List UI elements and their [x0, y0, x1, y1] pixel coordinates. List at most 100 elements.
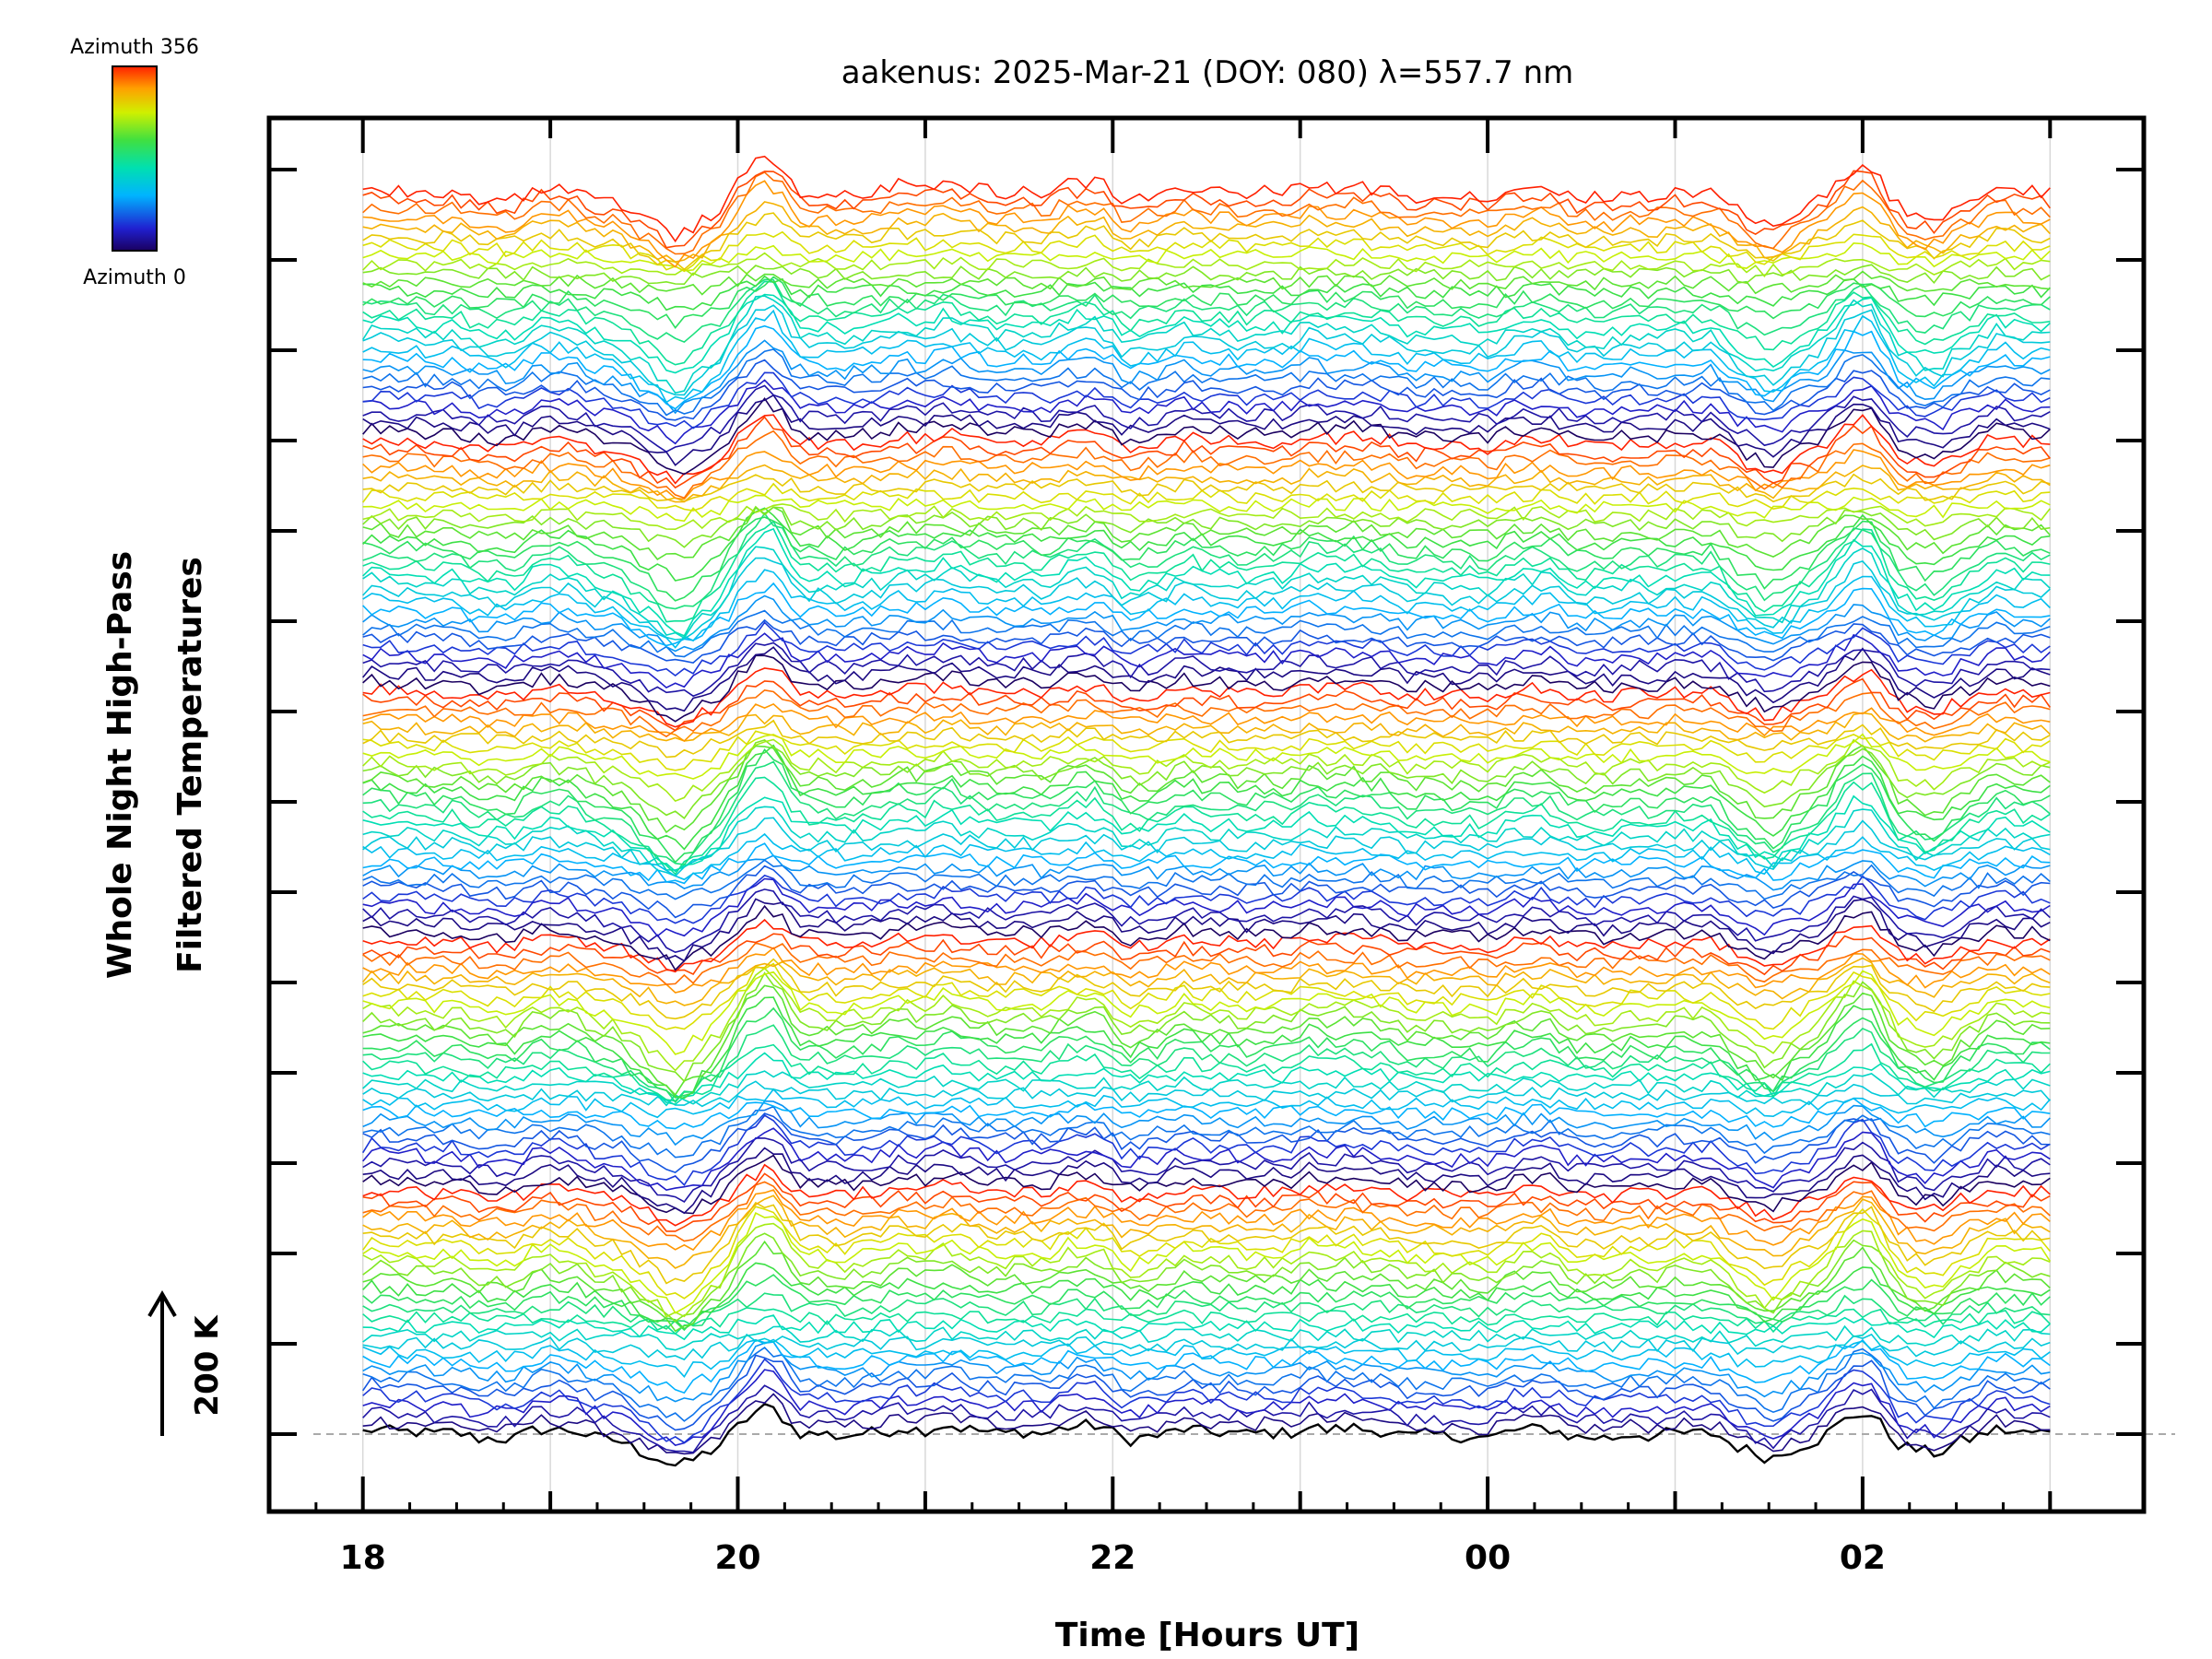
trace-line — [362, 967, 2051, 1072]
trace-line — [362, 1136, 2051, 1204]
colorbar-bottom-label: Azimuth 0 — [83, 266, 186, 289]
trace-line — [362, 280, 2051, 366]
trace-line — [362, 654, 2051, 723]
trace-line — [362, 794, 2051, 873]
trace-line — [362, 1105, 2051, 1159]
x-tick-label: 20 — [714, 1539, 760, 1577]
trace-line — [362, 1154, 2051, 1215]
trace-line — [362, 429, 2051, 500]
trace-line — [362, 733, 2051, 780]
trace-line — [362, 942, 2051, 985]
trace-line — [362, 394, 2051, 466]
trace-line — [362, 1112, 2051, 1173]
trace-line — [362, 1358, 2051, 1444]
y-axis-label-line1: Whole Night High-Pass — [101, 551, 139, 979]
x-tick-label: 22 — [1089, 1539, 1135, 1577]
trace-line — [362, 1163, 2051, 1227]
trace-line — [362, 744, 2051, 851]
x-tick-label: 18 — [340, 1539, 386, 1577]
trace-line — [362, 1211, 2051, 1314]
trace-line — [362, 1338, 2051, 1379]
trace-line — [362, 414, 2051, 485]
trace-line — [362, 646, 2051, 712]
trace-line — [362, 1338, 2051, 1394]
trace-line — [362, 817, 2051, 877]
trace-line — [362, 1262, 2051, 1330]
trace-line — [362, 1222, 2051, 1318]
colorbar-top-label: Azimuth 356 — [70, 36, 199, 59]
trace-line — [362, 1402, 2051, 1467]
trace-line — [362, 933, 2051, 976]
trace-line — [362, 712, 2051, 743]
colorbar — [112, 65, 158, 252]
trace-line — [362, 667, 2051, 728]
trace-line — [362, 1172, 2051, 1232]
trace-line — [362, 557, 2051, 641]
trace-line — [362, 719, 2051, 759]
trace-line — [362, 677, 2051, 732]
trace-line — [362, 503, 2051, 531]
trace-line — [362, 212, 2051, 271]
trace-line — [362, 760, 2051, 865]
scale-bar-label: 200 K — [189, 1314, 226, 1417]
trace-line — [362, 201, 2051, 264]
trace-line — [362, 295, 2051, 394]
trace-line — [362, 1206, 2051, 1300]
trace-line — [362, 947, 2051, 994]
trace-line — [362, 962, 2051, 1030]
trace-line — [362, 482, 2051, 512]
trace-line — [362, 506, 2051, 560]
trace-line — [362, 854, 2051, 891]
trace-line — [362, 264, 2051, 286]
trace-line — [362, 278, 2051, 344]
trace-line — [362, 473, 2051, 503]
trace-line — [362, 1024, 2051, 1103]
trace-line — [362, 1307, 2051, 1335]
trace-line — [362, 842, 2051, 885]
trace-line — [362, 888, 2051, 954]
trace-line — [362, 270, 2051, 296]
trace-line — [362, 1314, 2051, 1341]
trace-line — [362, 1232, 2051, 1323]
trace-line — [362, 359, 2051, 421]
trace-line — [362, 984, 2051, 1097]
trace-line — [362, 744, 2051, 834]
trace-line — [362, 170, 2051, 249]
trace-line — [362, 1369, 2051, 1446]
trace-line — [362, 996, 2051, 1100]
trace-line — [362, 1201, 2051, 1285]
trace-line — [362, 1070, 2051, 1107]
trace-line — [362, 970, 2051, 1055]
trace-line — [362, 1333, 2051, 1361]
trace-line — [362, 304, 2051, 396]
trace-line — [362, 241, 2051, 272]
trace-line — [362, 730, 2051, 771]
trace-line — [362, 874, 2051, 924]
trace-line — [362, 918, 2051, 973]
trace-line — [362, 155, 2051, 243]
trace-line — [362, 293, 2051, 374]
trace-line — [362, 1147, 2051, 1215]
trace-line — [362, 641, 2051, 698]
trace-line — [362, 416, 2051, 489]
trace-line — [362, 371, 2051, 429]
trace-line — [362, 384, 2051, 453]
trace-line — [362, 512, 2051, 610]
trace-line — [362, 464, 2051, 503]
trace-line — [362, 1354, 2051, 1431]
trace-line — [362, 1098, 2051, 1130]
trace-line — [362, 1114, 2051, 1186]
x-axis-label: Time [Hours UT] — [1055, 1617, 1359, 1654]
trace-line — [362, 527, 2051, 637]
traces — [362, 155, 2051, 1467]
x-tick-label: 02 — [1840, 1539, 1886, 1577]
trace-line — [362, 898, 2051, 962]
trace-line — [362, 971, 2051, 1083]
trace-line — [362, 1052, 2051, 1106]
trace-line — [362, 1341, 2051, 1403]
trace-line — [362, 252, 2051, 277]
trace-line — [362, 1274, 2051, 1332]
x-tick-label: 00 — [1465, 1539, 1511, 1577]
trace-line — [362, 609, 2051, 658]
